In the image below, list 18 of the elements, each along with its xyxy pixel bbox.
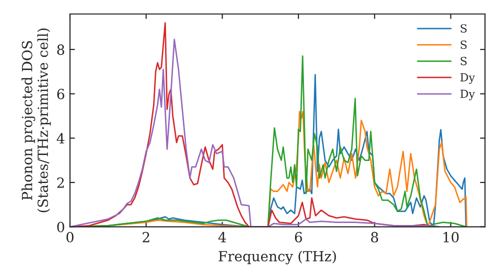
y-tick-label: 8 [57, 44, 64, 55]
legend-label: S [460, 56, 467, 66]
legend-label: S [460, 40, 467, 49]
y-axis-title: Phonon projected DOS (States/THz·primitive cell) [22, 28, 51, 212]
x-axis-title: Frequency (THz) [218, 250, 336, 264]
y-tick-label: 2 [57, 177, 64, 188]
x-tick-label: 0 [66, 232, 74, 242]
legend-label: Dy [460, 73, 475, 84]
y-tick-label: 6 [57, 88, 64, 100]
x-tick-label: 4 [218, 232, 226, 242]
legend-label: S [460, 24, 467, 33]
x-tick-label: 8 [371, 232, 378, 242]
x-tick-label: 10 [444, 232, 459, 242]
x-tick-label: 2 [142, 232, 150, 242]
y-tick-label: 0 [57, 222, 64, 232]
y-tick-label: 4 [56, 133, 64, 144]
x-tick-label: 6 [294, 232, 302, 242]
legend-label: Dy [460, 90, 475, 100]
